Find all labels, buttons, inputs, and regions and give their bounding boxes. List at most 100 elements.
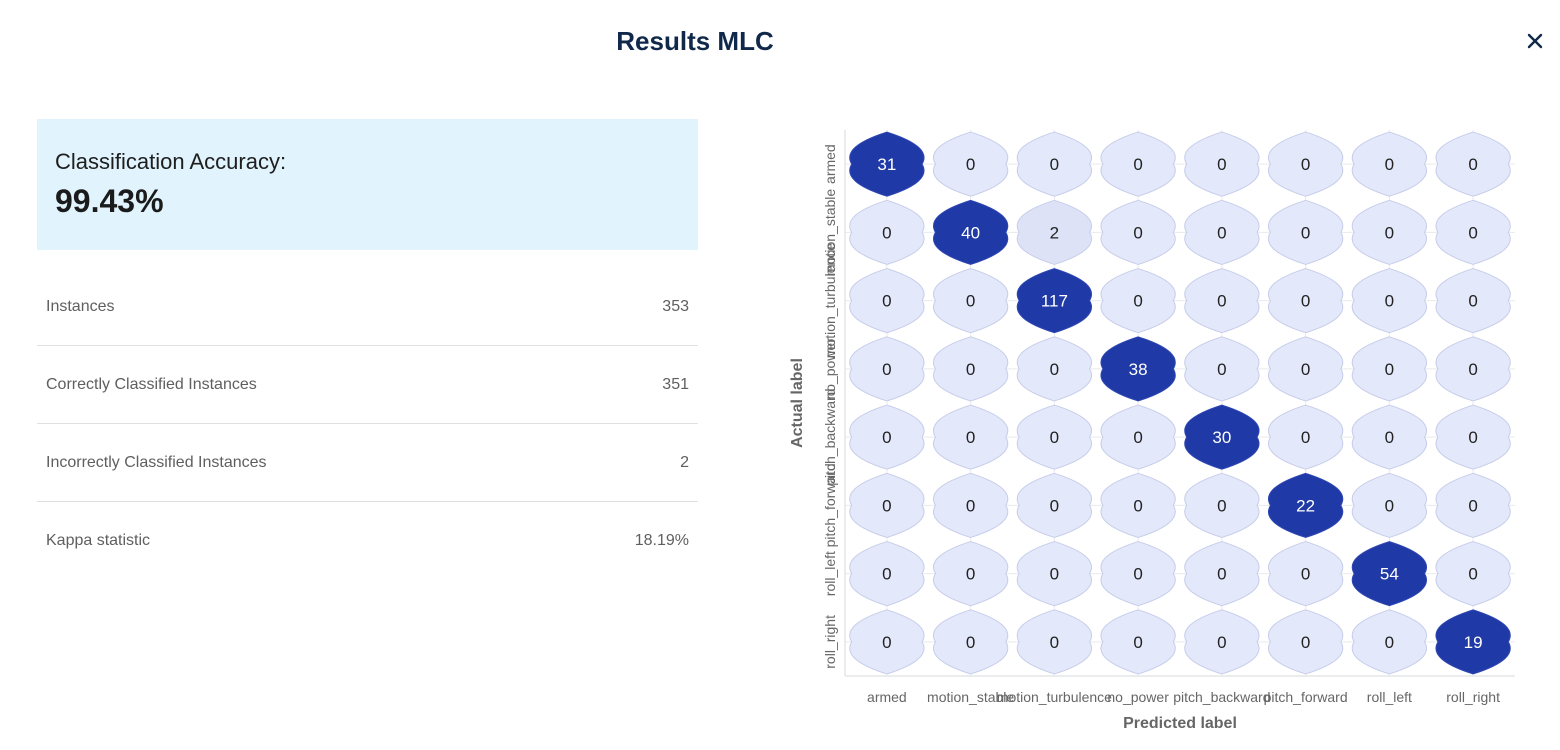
- y-tick-label: no_power: [822, 338, 838, 400]
- cell-value-label: 0: [966, 360, 975, 379]
- cell-value-label: 0: [1468, 496, 1477, 515]
- matrix-cell: [1016, 404, 1092, 470]
- matrix-cell: [1016, 541, 1092, 607]
- matrix-cell: [1268, 404, 1344, 470]
- matrix-cell: [1016, 336, 1092, 402]
- matrix-cell: [1184, 131, 1260, 197]
- matrix-cell: [1351, 609, 1427, 675]
- stat-row-incorrect: Incorrectly Classified Instances 2: [37, 424, 698, 502]
- matrix-cell: [1100, 404, 1176, 470]
- confusion-matrix-svg: 31 0 0 0 0 0 0 00 40 2 0 0 0 0 00 0 117 0 0 0 0 00 0 0 38 0 0 0 00 0 0…: [789, 130, 1515, 732]
- matrix-cell: [1016, 131, 1092, 197]
- cell-value-label: 117: [1041, 292, 1068, 311]
- matrix-cell: [1351, 541, 1427, 607]
- cell-value-label: 0: [1050, 496, 1059, 515]
- matrix-cell: [1435, 472, 1511, 538]
- matrix-cell: [933, 404, 1009, 470]
- matrix-cell: [1100, 268, 1176, 334]
- y-tick-label: roll_right: [822, 615, 838, 669]
- cell-value-label: 0: [1468, 155, 1477, 174]
- cell-value-label: 0: [1217, 223, 1226, 242]
- cell-value-label: 0: [1301, 292, 1310, 311]
- matrix-cell: [1268, 336, 1344, 402]
- x-tick-label: roll_left: [1367, 689, 1412, 705]
- cell-value-label: 19: [1464, 633, 1483, 652]
- matrix-cell: [1435, 131, 1511, 197]
- matrix-cell: [1435, 268, 1511, 334]
- stat-value: 351: [662, 375, 689, 393]
- matrix-cell: [1268, 472, 1344, 538]
- matrix-cell: [933, 336, 1009, 402]
- cell-value-label: 0: [1468, 428, 1477, 447]
- cell-value-label: 0: [1385, 496, 1394, 515]
- matrix-cell: [1184, 472, 1260, 538]
- x-tick-label: pitch_backward: [1173, 689, 1270, 705]
- cell-value-label: 0: [1301, 428, 1310, 447]
- matrix-cell: [1351, 131, 1427, 197]
- matrix-cell: [1100, 199, 1176, 265]
- cell-value-label: 0: [1217, 360, 1226, 379]
- close-button[interactable]: [1518, 24, 1552, 58]
- cell-value-label: 0: [966, 428, 975, 447]
- matrix-cell: [1435, 609, 1511, 675]
- matrix-cell: [1016, 199, 1092, 265]
- accuracy-card: Classification Accuracy: 99.43%: [37, 119, 698, 250]
- matrix-cell: [1184, 609, 1260, 675]
- matrix-cell: [933, 609, 1009, 675]
- matrix-cell: [1435, 404, 1511, 470]
- matrix-cell: [1184, 268, 1260, 334]
- cell-value-label: 0: [1217, 565, 1226, 584]
- cell-value-label: 0: [882, 428, 891, 447]
- cell-value-label: 0: [1217, 633, 1226, 652]
- chart-axes: [844, 130, 1515, 677]
- cell-value-label: 2: [1050, 223, 1059, 242]
- x-tick-label: roll_right: [1446, 689, 1500, 705]
- page-title: Results MLC: [616, 26, 774, 56]
- cell-value-label: 0: [966, 155, 975, 174]
- accuracy-label: Classification Accuracy:: [55, 149, 287, 174]
- y-tick-label: motion_stable: [822, 189, 838, 276]
- cell-value-label: 0: [1385, 292, 1394, 311]
- matrix-cell: [933, 541, 1009, 607]
- cell-value-label: 0: [882, 360, 891, 379]
- matrix-cell: [1016, 609, 1092, 675]
- matrix-cell: [849, 268, 925, 334]
- matrix-cell: [933, 131, 1009, 197]
- cell-value-label: 30: [1212, 428, 1231, 447]
- matrix-cell: [1351, 336, 1427, 402]
- matrix-cell: [1184, 541, 1260, 607]
- cell-value-label: 0: [1133, 292, 1142, 311]
- matrix-cell: [1016, 268, 1092, 334]
- cell-value-label: 0: [1050, 155, 1059, 174]
- cell-value-label: 0: [1217, 155, 1226, 174]
- stat-row-instances: Instances 353: [37, 268, 698, 346]
- x-axis-title: Predicted label: [1123, 715, 1237, 732]
- matrix-cell: [1100, 131, 1176, 197]
- matrix-cell: [1100, 336, 1176, 402]
- matrix-cell: [1184, 404, 1260, 470]
- y-tick-label: roll_left: [822, 551, 838, 596]
- cell-value-label: 0: [1217, 496, 1226, 515]
- cell-value-label: 0: [1468, 292, 1477, 311]
- x-tick-label: motion_turbulence: [997, 689, 1112, 705]
- cell-value-label: 0: [1301, 565, 1310, 584]
- cell-value-label: 0: [1301, 360, 1310, 379]
- cell-value-label: 0: [1468, 360, 1477, 379]
- matrix-cell: [1351, 199, 1427, 265]
- y-axis-title: Actual label: [789, 358, 806, 448]
- matrix-cell: [849, 541, 925, 607]
- cell-value-label: 0: [1385, 223, 1394, 242]
- matrix-cell: [1268, 131, 1344, 197]
- y-tick-labels: armed motion_stablemotion_turbulenceno_po…: [822, 144, 838, 668]
- x-tick-label: no_power: [1107, 689, 1169, 705]
- stat-label: Instances: [46, 297, 115, 315]
- cell-value-label: 0: [1301, 155, 1310, 174]
- matrix-cell: [1351, 472, 1427, 538]
- matrix-cell: [1435, 199, 1511, 265]
- matrix-cell: [1268, 609, 1344, 675]
- y-tick-label: pitch_backward: [822, 388, 838, 485]
- cell-value-label: 0: [882, 565, 891, 584]
- cell-value-label: 31: [877, 155, 896, 174]
- cell-value-label: 54: [1380, 565, 1399, 584]
- matrix-cell: [849, 472, 925, 538]
